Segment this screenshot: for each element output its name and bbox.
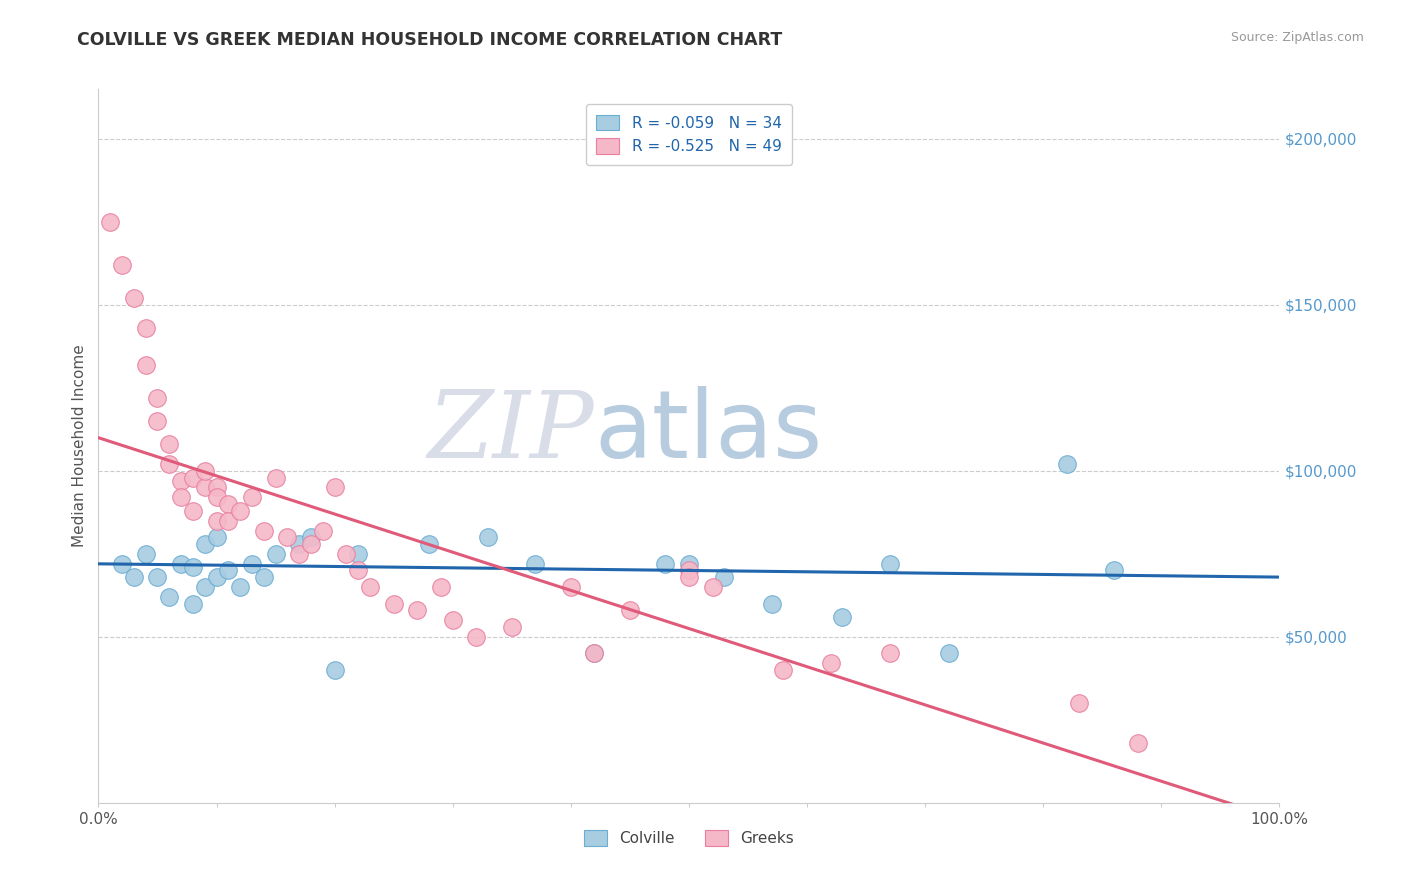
Point: [465, 630, 488, 644]
Point: [157, 457, 180, 471]
Point: [406, 603, 429, 617]
Point: [879, 647, 901, 661]
Point: [820, 657, 842, 671]
Point: [678, 570, 700, 584]
Point: [299, 537, 322, 551]
Point: [879, 557, 901, 571]
Point: [654, 557, 676, 571]
Legend: Colville, Greeks: Colville, Greeks: [578, 824, 800, 852]
Point: [146, 570, 169, 584]
Point: [181, 597, 204, 611]
Point: [1102, 564, 1125, 578]
Point: [831, 610, 853, 624]
Point: [194, 481, 217, 495]
Point: [938, 647, 960, 661]
Point: [678, 564, 700, 578]
Point: [205, 481, 228, 495]
Point: [194, 537, 217, 551]
Point: [1067, 696, 1090, 710]
Point: [205, 514, 228, 528]
Point: [323, 481, 346, 495]
Point: [288, 537, 311, 551]
Point: [170, 557, 193, 571]
Point: [111, 258, 134, 272]
Point: [135, 321, 157, 335]
Point: [181, 504, 204, 518]
Point: [229, 504, 252, 518]
Point: [135, 547, 157, 561]
Text: COLVILLE VS GREEK MEDIAN HOUSEHOLD INCOME CORRELATION CHART: COLVILLE VS GREEK MEDIAN HOUSEHOLD INCOM…: [77, 31, 783, 49]
Point: [382, 597, 405, 611]
Text: Source: ZipAtlas.com: Source: ZipAtlas.com: [1230, 31, 1364, 45]
Text: atlas: atlas: [595, 385, 823, 478]
Point: [205, 491, 228, 505]
Point: [146, 391, 169, 405]
Point: [205, 570, 228, 584]
Point: [560, 580, 582, 594]
Point: [441, 613, 464, 627]
Point: [98, 215, 121, 229]
Point: [323, 663, 346, 677]
Point: [181, 470, 204, 484]
Point: [217, 514, 239, 528]
Point: [111, 557, 134, 571]
Point: [288, 547, 311, 561]
Point: [276, 530, 298, 544]
Point: [430, 580, 453, 594]
Point: [240, 491, 263, 505]
Point: [146, 414, 169, 428]
Point: [702, 580, 724, 594]
Y-axis label: Median Household Income: Median Household Income: [72, 344, 87, 548]
Point: [619, 603, 641, 617]
Point: [157, 437, 180, 451]
Point: [501, 620, 523, 634]
Point: [477, 530, 499, 544]
Point: [335, 547, 357, 561]
Point: [299, 530, 322, 544]
Point: [229, 580, 252, 594]
Point: [170, 474, 193, 488]
Point: [359, 580, 381, 594]
Point: [678, 557, 700, 571]
Point: [312, 524, 335, 538]
Point: [157, 590, 180, 604]
Point: [264, 470, 287, 484]
Point: [240, 557, 263, 571]
Point: [347, 547, 370, 561]
Point: [122, 291, 145, 305]
Point: [217, 564, 239, 578]
Point: [418, 537, 440, 551]
Point: [205, 530, 228, 544]
Point: [761, 597, 783, 611]
Point: [583, 647, 606, 661]
Point: [181, 560, 204, 574]
Point: [194, 580, 217, 594]
Point: [170, 491, 193, 505]
Point: [772, 663, 794, 677]
Point: [253, 524, 276, 538]
Point: [1056, 457, 1078, 471]
Point: [1126, 736, 1149, 750]
Point: [583, 647, 606, 661]
Point: [253, 570, 276, 584]
Point: [713, 570, 735, 584]
Point: [217, 497, 239, 511]
Point: [122, 570, 145, 584]
Point: [135, 358, 157, 372]
Point: [194, 464, 217, 478]
Text: ZIP: ZIP: [427, 387, 595, 476]
Point: [264, 547, 287, 561]
Point: [524, 557, 547, 571]
Point: [347, 564, 370, 578]
